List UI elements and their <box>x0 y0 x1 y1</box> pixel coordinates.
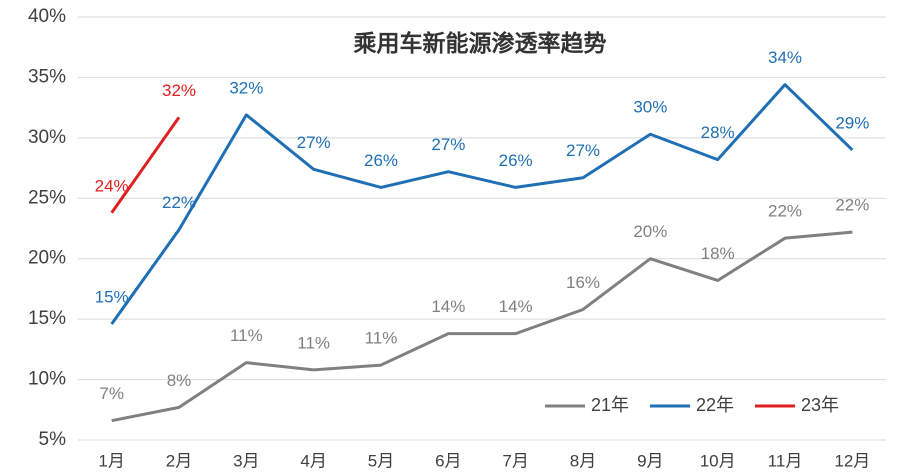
data-label: 14% <box>431 297 465 316</box>
x-tick-label: 8月 <box>570 451 596 470</box>
x-tick-label: 5月 <box>368 451 394 470</box>
y-tick-label: 10% <box>28 369 66 390</box>
x-tick-label: 4月 <box>300 451 326 470</box>
legend-label: 23年 <box>801 395 839 415</box>
data-label: 22% <box>835 196 869 215</box>
data-label: 11% <box>230 326 263 345</box>
data-label: 27% <box>566 141 600 160</box>
data-label: 30% <box>633 98 667 117</box>
data-label: 34% <box>768 48 802 67</box>
y-tick-label: 20% <box>28 248 66 269</box>
y-tick-label: 35% <box>28 66 66 87</box>
data-label: 16% <box>566 273 600 292</box>
y-tick-label: 25% <box>28 187 66 208</box>
data-label: 18% <box>701 244 735 263</box>
y-tick-label: 40% <box>28 6 66 27</box>
legend-label: 21年 <box>591 395 629 415</box>
data-label: 26% <box>364 151 398 170</box>
data-label: 22% <box>162 193 196 212</box>
data-label: 27% <box>297 133 331 152</box>
series-line <box>110 116 181 214</box>
series-line <box>110 83 854 325</box>
data-label: 8% <box>167 371 192 390</box>
x-tick-label: 1月 <box>98 451 124 470</box>
data-label: 14% <box>499 297 533 316</box>
x-tick-label: 6月 <box>435 451 461 470</box>
data-label: 22% <box>768 202 802 221</box>
x-tick-label: 9月 <box>637 451 663 470</box>
x-tick-label: 11月 <box>768 451 803 470</box>
data-label: 7% <box>99 384 124 403</box>
y-tick-label: 5% <box>39 429 67 450</box>
data-label: 32% <box>162 81 196 100</box>
data-label: 28% <box>701 123 735 142</box>
y-tick-label: 30% <box>28 127 66 148</box>
legend-label: 22年 <box>696 395 734 415</box>
series-line <box>111 230 853 423</box>
data-label: 11% <box>365 329 398 348</box>
x-tick-label: 7月 <box>502 451 528 470</box>
x-tick-label: 2月 <box>166 451 192 470</box>
data-label: 27% <box>431 135 465 154</box>
x-tick-label: 3月 <box>233 451 259 470</box>
data-label: 26% <box>499 151 533 170</box>
data-label: 11% <box>297 333 330 352</box>
chart-title: 乘用车新能源渗透率趋势 <box>353 30 607 56</box>
data-label: 32% <box>229 78 263 97</box>
x-tick-label: 10月 <box>700 451 736 470</box>
data-label: 15% <box>95 287 129 306</box>
x-tick-label: 12月 <box>834 451 870 470</box>
data-label: 24% <box>95 176 129 195</box>
data-label: 20% <box>633 222 667 241</box>
y-tick-label: 15% <box>28 308 66 329</box>
data-label: 29% <box>835 113 869 132</box>
